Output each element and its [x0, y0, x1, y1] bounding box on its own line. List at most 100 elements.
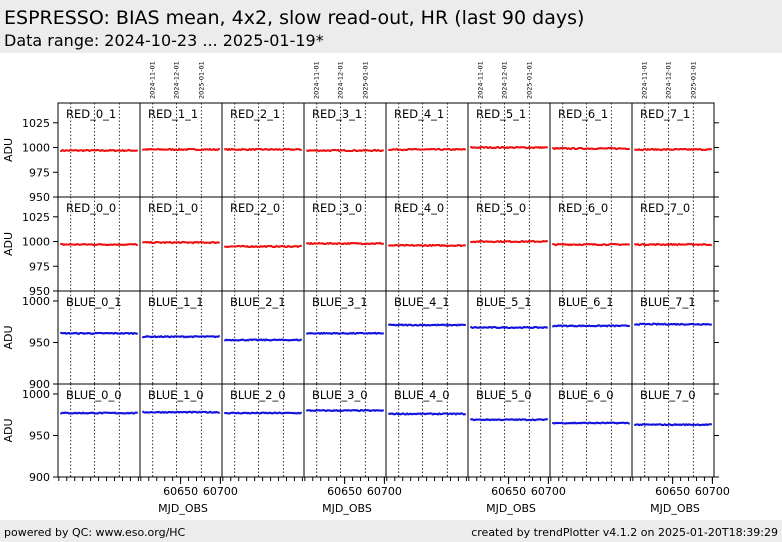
data-point [133, 412, 136, 415]
data-point [658, 243, 661, 246]
data-point [424, 148, 427, 151]
data-point [522, 418, 525, 421]
data-point [197, 411, 200, 414]
data-point [288, 339, 291, 342]
data-point [540, 240, 543, 243]
data-point [213, 411, 216, 414]
data-point [653, 423, 656, 426]
data-point [417, 148, 420, 151]
data-point [606, 325, 609, 328]
data-point [180, 411, 183, 414]
data-point [379, 149, 382, 152]
data-point [626, 325, 629, 328]
data-point [69, 149, 72, 152]
data-point [509, 418, 512, 421]
data-point [407, 413, 410, 416]
data-point [529, 418, 532, 421]
data-point [536, 146, 539, 149]
data-point [213, 148, 216, 151]
data-point [293, 148, 296, 151]
data-point [287, 411, 289, 414]
data-point [649, 243, 652, 246]
footer-powered-by: powered by QC: www.eso.org/HC [4, 526, 186, 539]
data-point [707, 423, 710, 426]
data-point [600, 421, 603, 424]
data-point [126, 243, 129, 246]
data-point [320, 149, 323, 152]
data-point [270, 244, 273, 247]
data-point [175, 410, 178, 413]
data-point [131, 332, 134, 335]
data-point [516, 145, 519, 148]
data-point [148, 411, 151, 414]
data-point [274, 246, 277, 249]
data-point [390, 148, 393, 151]
data-point [407, 323, 410, 326]
data-point [203, 335, 206, 338]
data-point [237, 411, 239, 414]
data-point [541, 418, 544, 421]
data-point [142, 241, 145, 244]
data-point [495, 326, 498, 329]
data-point [708, 243, 711, 246]
data-point [269, 411, 272, 414]
data-point [76, 412, 79, 415]
data-point [157, 335, 160, 338]
data-point [685, 423, 688, 426]
data-point [507, 240, 510, 243]
data-point [617, 147, 620, 150]
data-point [243, 411, 246, 414]
data-point [571, 421, 574, 424]
data-point [306, 242, 309, 245]
data-point [572, 243, 575, 246]
data-point [662, 323, 665, 326]
data-point [245, 339, 248, 342]
data-point [124, 149, 127, 152]
data-point [579, 421, 582, 424]
data-point [169, 336, 172, 339]
data-point [101, 149, 104, 152]
data-point [330, 149, 333, 152]
data-point [183, 241, 186, 244]
data-point [166, 148, 169, 151]
data-point [224, 412, 227, 415]
data-point [315, 149, 318, 152]
data-point [483, 146, 485, 149]
data-point [103, 149, 106, 152]
data-point [562, 422, 565, 425]
data-point [225, 338, 228, 341]
data-point [448, 323, 451, 326]
data-point [133, 149, 136, 152]
data-point [673, 243, 676, 246]
data-point [598, 243, 601, 246]
data-point [152, 411, 155, 414]
data-point [568, 243, 571, 246]
data-point [645, 323, 648, 326]
data-point [689, 423, 692, 426]
data-point [106, 149, 109, 152]
data-point [351, 332, 354, 335]
data-point [670, 323, 673, 326]
data-point [442, 323, 445, 326]
data-point [347, 332, 350, 335]
data-point [358, 331, 361, 334]
data-point [313, 149, 316, 152]
data-point [668, 423, 671, 426]
data-point [108, 243, 111, 246]
data-point [526, 326, 529, 329]
data-point [340, 242, 343, 245]
data-point [394, 244, 397, 247]
data-point [124, 412, 127, 415]
data-point [581, 244, 584, 247]
data-point [165, 241, 168, 244]
data-point [525, 326, 528, 329]
data-point [502, 240, 505, 243]
panel-label: BLUE_2_1 [230, 295, 286, 309]
data-point [343, 332, 346, 335]
date-tick-label: 2025-01-01 [525, 61, 533, 99]
data-point [62, 243, 65, 246]
data-point [157, 410, 160, 413]
data-point [398, 412, 401, 415]
data-point [369, 409, 371, 412]
panel-red-6-1: RED_6_1 [549, 102, 633, 198]
